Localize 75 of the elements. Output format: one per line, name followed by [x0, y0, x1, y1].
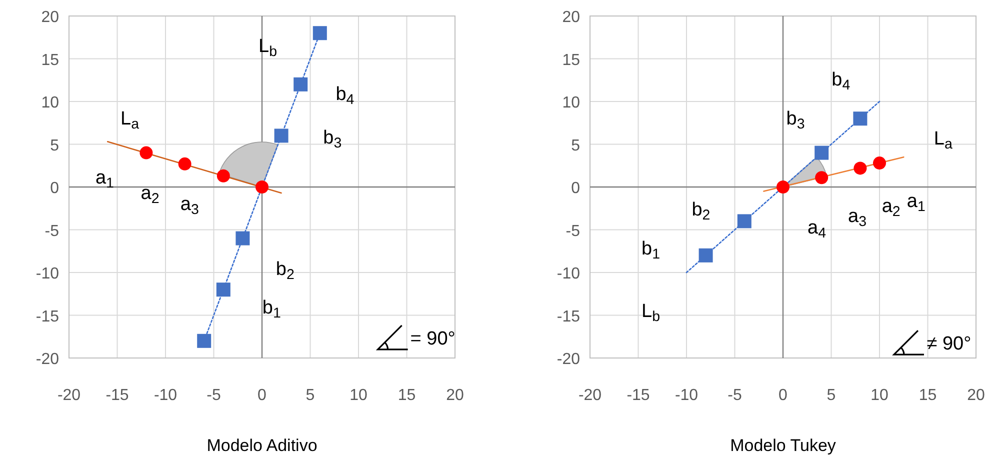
x-tick-label: 15 — [918, 387, 937, 404]
x-tick-label: 0 — [258, 387, 267, 404]
y-tick-label: -5 — [44, 222, 60, 240]
y-tick-label: -20 — [556, 351, 580, 368]
y-tick-label: 15 — [562, 52, 580, 69]
point — [197, 334, 212, 348]
x-tick-label: 10 — [870, 387, 888, 404]
y-tick-label: -15 — [36, 308, 60, 326]
annotation: b$_{4}$ — [336, 84, 354, 108]
y-tick-label: 0 — [571, 180, 580, 197]
point — [698, 248, 713, 262]
annotation: a$_{3}$ — [848, 206, 867, 230]
point — [178, 157, 192, 170]
annotation: a$_{1}$ — [95, 168, 114, 192]
x-tick-label: 20 — [446, 387, 464, 404]
y-tick-label: 0 — [50, 180, 60, 197]
point — [236, 231, 250, 246]
y-tick-label: -5 — [566, 222, 580, 240]
x-tick-label: -5 — [728, 387, 742, 404]
point — [274, 128, 288, 143]
x-tick-label: 15 — [398, 387, 416, 404]
x-tick-label: -5 — [206, 387, 221, 404]
annotation: L$_{b}$ — [258, 36, 278, 60]
y-tick-label: 20 — [41, 9, 60, 26]
point — [256, 180, 268, 194]
annotation: b$_{1}$ — [642, 238, 660, 263]
y-tick-label: -15 — [556, 308, 580, 326]
y-tick-label: 20 — [562, 9, 580, 26]
x-axis-title: Modelo Tukey — [730, 436, 836, 455]
annotation: L$_{a}$ — [934, 128, 953, 153]
point — [853, 112, 868, 126]
y-tick-label: 5 — [571, 137, 580, 154]
annotation: ≠ 90° — [926, 334, 972, 355]
point — [216, 169, 230, 182]
point — [140, 146, 153, 160]
point — [294, 77, 308, 92]
point — [873, 156, 886, 170]
annotation: L$_{b}$ — [642, 301, 660, 326]
point — [737, 214, 752, 228]
y-tick-label: -10 — [556, 266, 580, 282]
annotation: b$_{3}$ — [786, 108, 805, 133]
x-axis-title: Modelo Aditivo — [206, 436, 318, 455]
annotation: b$_{2}$ — [692, 199, 710, 224]
y-tick-label: 10 — [562, 94, 580, 112]
y-tick-label: -20 — [36, 351, 60, 368]
y-tick-label: -10 — [36, 266, 60, 282]
x-tick-label: 5 — [826, 387, 836, 404]
x-tick-label: -10 — [674, 387, 698, 404]
y-tick-label: 10 — [41, 94, 60, 112]
annotation: a$_{2}$ — [882, 196, 900, 220]
annotation: b$_{1}$ — [262, 298, 281, 322]
annotation: a$_{3}$ — [180, 194, 199, 218]
annotation: b$_{2}$ — [276, 259, 294, 284]
x-tick-label: 0 — [778, 387, 788, 404]
point — [814, 146, 829, 160]
x-tick-label: -10 — [154, 387, 178, 404]
point — [854, 162, 867, 175]
y-tick-label: 5 — [50, 137, 60, 154]
y-tick-label: 15 — [41, 52, 60, 69]
annotation: b$_{3}$ — [323, 128, 342, 152]
x-tick-label: 5 — [306, 387, 315, 404]
point — [815, 171, 828, 184]
x-tick-label: 20 — [967, 387, 985, 404]
annotation: L$_{a}$ — [120, 108, 140, 133]
annotation: b$_{4}$ — [832, 69, 850, 94]
annotation: a$_{1}$ — [906, 190, 926, 216]
point — [312, 26, 327, 40]
annotation: a$_{2}$ — [140, 183, 160, 208]
x-tick-label: -15 — [626, 387, 650, 404]
x-tick-label: -15 — [106, 387, 129, 404]
point — [216, 282, 230, 297]
x-tick-label: 10 — [350, 387, 368, 404]
annotation: = 90° — [410, 328, 456, 350]
point — [776, 180, 790, 194]
annotation: a$_{4}$ — [808, 217, 826, 242]
